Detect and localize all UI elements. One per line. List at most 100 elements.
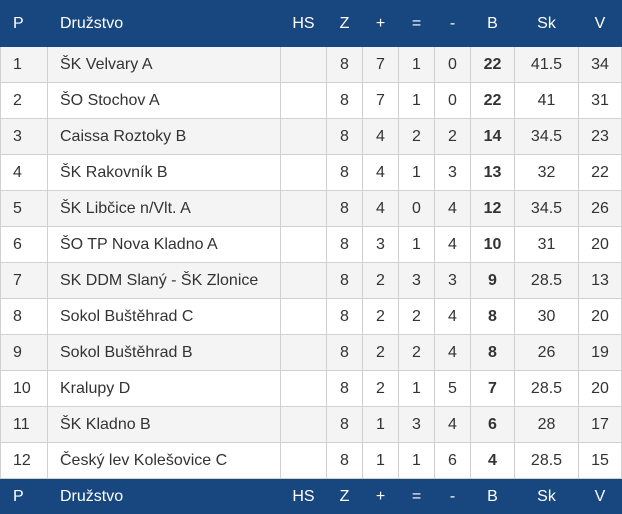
team-row: 12 Český lev Kolešovice C 8 1 1 6 4 28.5 15	[0, 442, 622, 479]
points: 12	[470, 190, 515, 227]
wins: 7	[362, 46, 399, 83]
score: 30	[514, 298, 579, 335]
draws: 2	[398, 334, 435, 371]
rank: 11	[0, 406, 48, 443]
rank: 2	[0, 82, 48, 119]
points: 22	[470, 82, 515, 119]
wins: 4	[362, 154, 399, 191]
losses: 0	[434, 46, 471, 83]
hs-cell	[280, 190, 327, 227]
losses: 4	[434, 406, 471, 443]
team-name: ŠO Stochov A	[47, 82, 281, 119]
draws: 0	[398, 190, 435, 227]
tiebreak: 23	[578, 118, 622, 155]
hs-cell	[280, 442, 327, 479]
team-row: 8 Sokol Buštěhrad C 8 2 2 4 8 30 20	[0, 298, 622, 335]
score: 26	[514, 334, 579, 371]
draws: 3	[398, 262, 435, 299]
score: 34.5	[514, 118, 579, 155]
losses: 0	[434, 82, 471, 119]
column-header: HS	[280, 478, 327, 514]
team-name: SK DDM Slaný - ŠK Zlonice	[47, 262, 281, 299]
losses: 3	[434, 262, 471, 299]
column-header: Družstvo	[47, 0, 281, 47]
losses: 4	[434, 298, 471, 335]
draws: 1	[398, 226, 435, 263]
footer-row: P Družstvo HS Z + = - B Sk V	[0, 478, 622, 514]
header: P Družstvo HS Z + = - B Sk V	[0, 0, 622, 47]
team-row: 1 ŠK Velvary A 8 7 1 0 22 41.5 34	[0, 46, 622, 83]
tiebreak: 19	[578, 334, 622, 371]
rank: 10	[0, 370, 48, 407]
score: 34.5	[514, 190, 579, 227]
played: 8	[326, 190, 363, 227]
team-name: Sokol Buštěhrad B	[47, 334, 281, 371]
played: 8	[326, 118, 363, 155]
column-header: Z	[326, 0, 363, 47]
wins: 2	[362, 370, 399, 407]
draws: 2	[398, 298, 435, 335]
losses: 6	[434, 442, 471, 479]
tiebreak: 34	[578, 46, 622, 83]
rank: 4	[0, 154, 48, 191]
played: 8	[326, 46, 363, 83]
draws: 1	[398, 46, 435, 83]
wins: 1	[362, 406, 399, 443]
losses: 4	[434, 226, 471, 263]
wins: 2	[362, 334, 399, 371]
played: 8	[326, 298, 363, 335]
points: 13	[470, 154, 515, 191]
column-header: =	[398, 478, 435, 514]
footer: P Družstvo HS Z + = - B Sk V	[0, 478, 622, 514]
hs-cell	[280, 46, 327, 83]
team-name: ŠK Kladno B	[47, 406, 281, 443]
hs-cell	[280, 82, 327, 119]
header-row: P Družstvo HS Z + = - B Sk V	[0, 0, 622, 47]
wins: 4	[362, 118, 399, 155]
column-header: +	[362, 478, 399, 514]
played: 8	[326, 334, 363, 371]
hs-cell	[280, 226, 327, 263]
points: 8	[470, 298, 515, 335]
team-row: 2 ŠO Stochov A 8 7 1 0 22 41 31	[0, 82, 622, 119]
hs-cell	[280, 298, 327, 335]
rank: 9	[0, 334, 48, 371]
rank: 1	[0, 46, 48, 83]
team-row: 11 ŠK Kladno B 8 1 3 4 6 28 17	[0, 406, 622, 443]
points: 8	[470, 334, 515, 371]
losses: 3	[434, 154, 471, 191]
draws: 3	[398, 406, 435, 443]
column-header: Z	[326, 478, 363, 514]
tiebreak: 17	[578, 406, 622, 443]
tiebreak: 20	[578, 298, 622, 335]
wins: 7	[362, 82, 399, 119]
column-header: -	[434, 478, 471, 514]
rank: 8	[0, 298, 48, 335]
losses: 4	[434, 334, 471, 371]
column-header: B	[470, 478, 515, 514]
losses: 5	[434, 370, 471, 407]
team-name: ŠK Rakovník B	[47, 154, 281, 191]
team-name: ŠO TP Nova Kladno A	[47, 226, 281, 263]
wins: 2	[362, 262, 399, 299]
draws: 2	[398, 118, 435, 155]
losses: 2	[434, 118, 471, 155]
hs-cell	[280, 154, 327, 191]
points: 4	[470, 442, 515, 479]
column-header: P	[0, 478, 48, 514]
points: 7	[470, 370, 515, 407]
column-header: -	[434, 0, 471, 47]
score: 41.5	[514, 46, 579, 83]
wins: 4	[362, 190, 399, 227]
team-row: 3 Caissa Roztoky B 8 4 2 2 14 34.5 23	[0, 118, 622, 155]
points: 22	[470, 46, 515, 83]
tiebreak: 26	[578, 190, 622, 227]
team-name: Kralupy D	[47, 370, 281, 407]
played: 8	[326, 406, 363, 443]
team-name: Český lev Kolešovice C	[47, 442, 281, 479]
tiebreak: 20	[578, 226, 622, 263]
column-header: Družstvo	[47, 478, 281, 514]
team-row: 5 ŠK Libčice n/Vlt. A 8 4 0 4 12 34.5 26	[0, 190, 622, 227]
